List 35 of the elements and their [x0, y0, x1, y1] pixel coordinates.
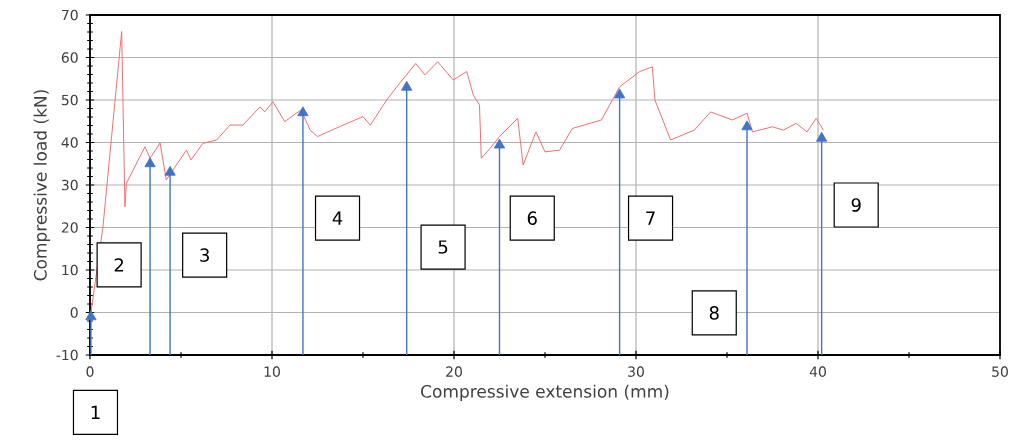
y-tick-label: -10 [56, 349, 78, 361]
annotation: 3 [200, 248, 209, 262]
x-axis-title: Compressive extension (mm) [421, 384, 669, 402]
text: 1 [91, 405, 100, 419]
annotation: 2 [114, 258, 124, 272]
annotation: 8 [709, 306, 719, 320]
point [144, 157, 156, 168]
y-axis-title: Compressive load (kN) [33, 90, 51, 281]
y-tick-label: 60 [61, 52, 78, 63]
y-tick-label: 40 [61, 137, 78, 148]
annotation: 9 [851, 198, 861, 212]
x-tick-label: 10 [264, 366, 280, 377]
x-tick-label: 50 [992, 366, 1008, 377]
y-tick-label: 20 [61, 222, 78, 233]
point [297, 106, 309, 117]
y-tick-label: 70 [62, 9, 78, 21]
point [164, 165, 176, 176]
y-tick-label: 50 [61, 94, 78, 106]
y-tick-label: 30 [61, 179, 78, 191]
annotation: 6 [527, 211, 537, 225]
annotation: 4 [332, 211, 343, 225]
annotation: 5 [438, 240, 448, 254]
x-tick-label: 20 [446, 366, 462, 377]
point [614, 88, 626, 99]
x-tick-label: 40 [809, 366, 826, 377]
point [816, 131, 828, 142]
annotation: 7 [646, 211, 655, 225]
point [741, 120, 753, 131]
x-tick-label: 30 [628, 366, 644, 377]
point [85, 310, 97, 321]
point [401, 80, 413, 91]
y-tick-label: 10 [62, 264, 78, 276]
y-tick-label: 0 [70, 307, 78, 318]
x-tick-label: 0 [86, 366, 94, 377]
point [493, 138, 506, 149]
